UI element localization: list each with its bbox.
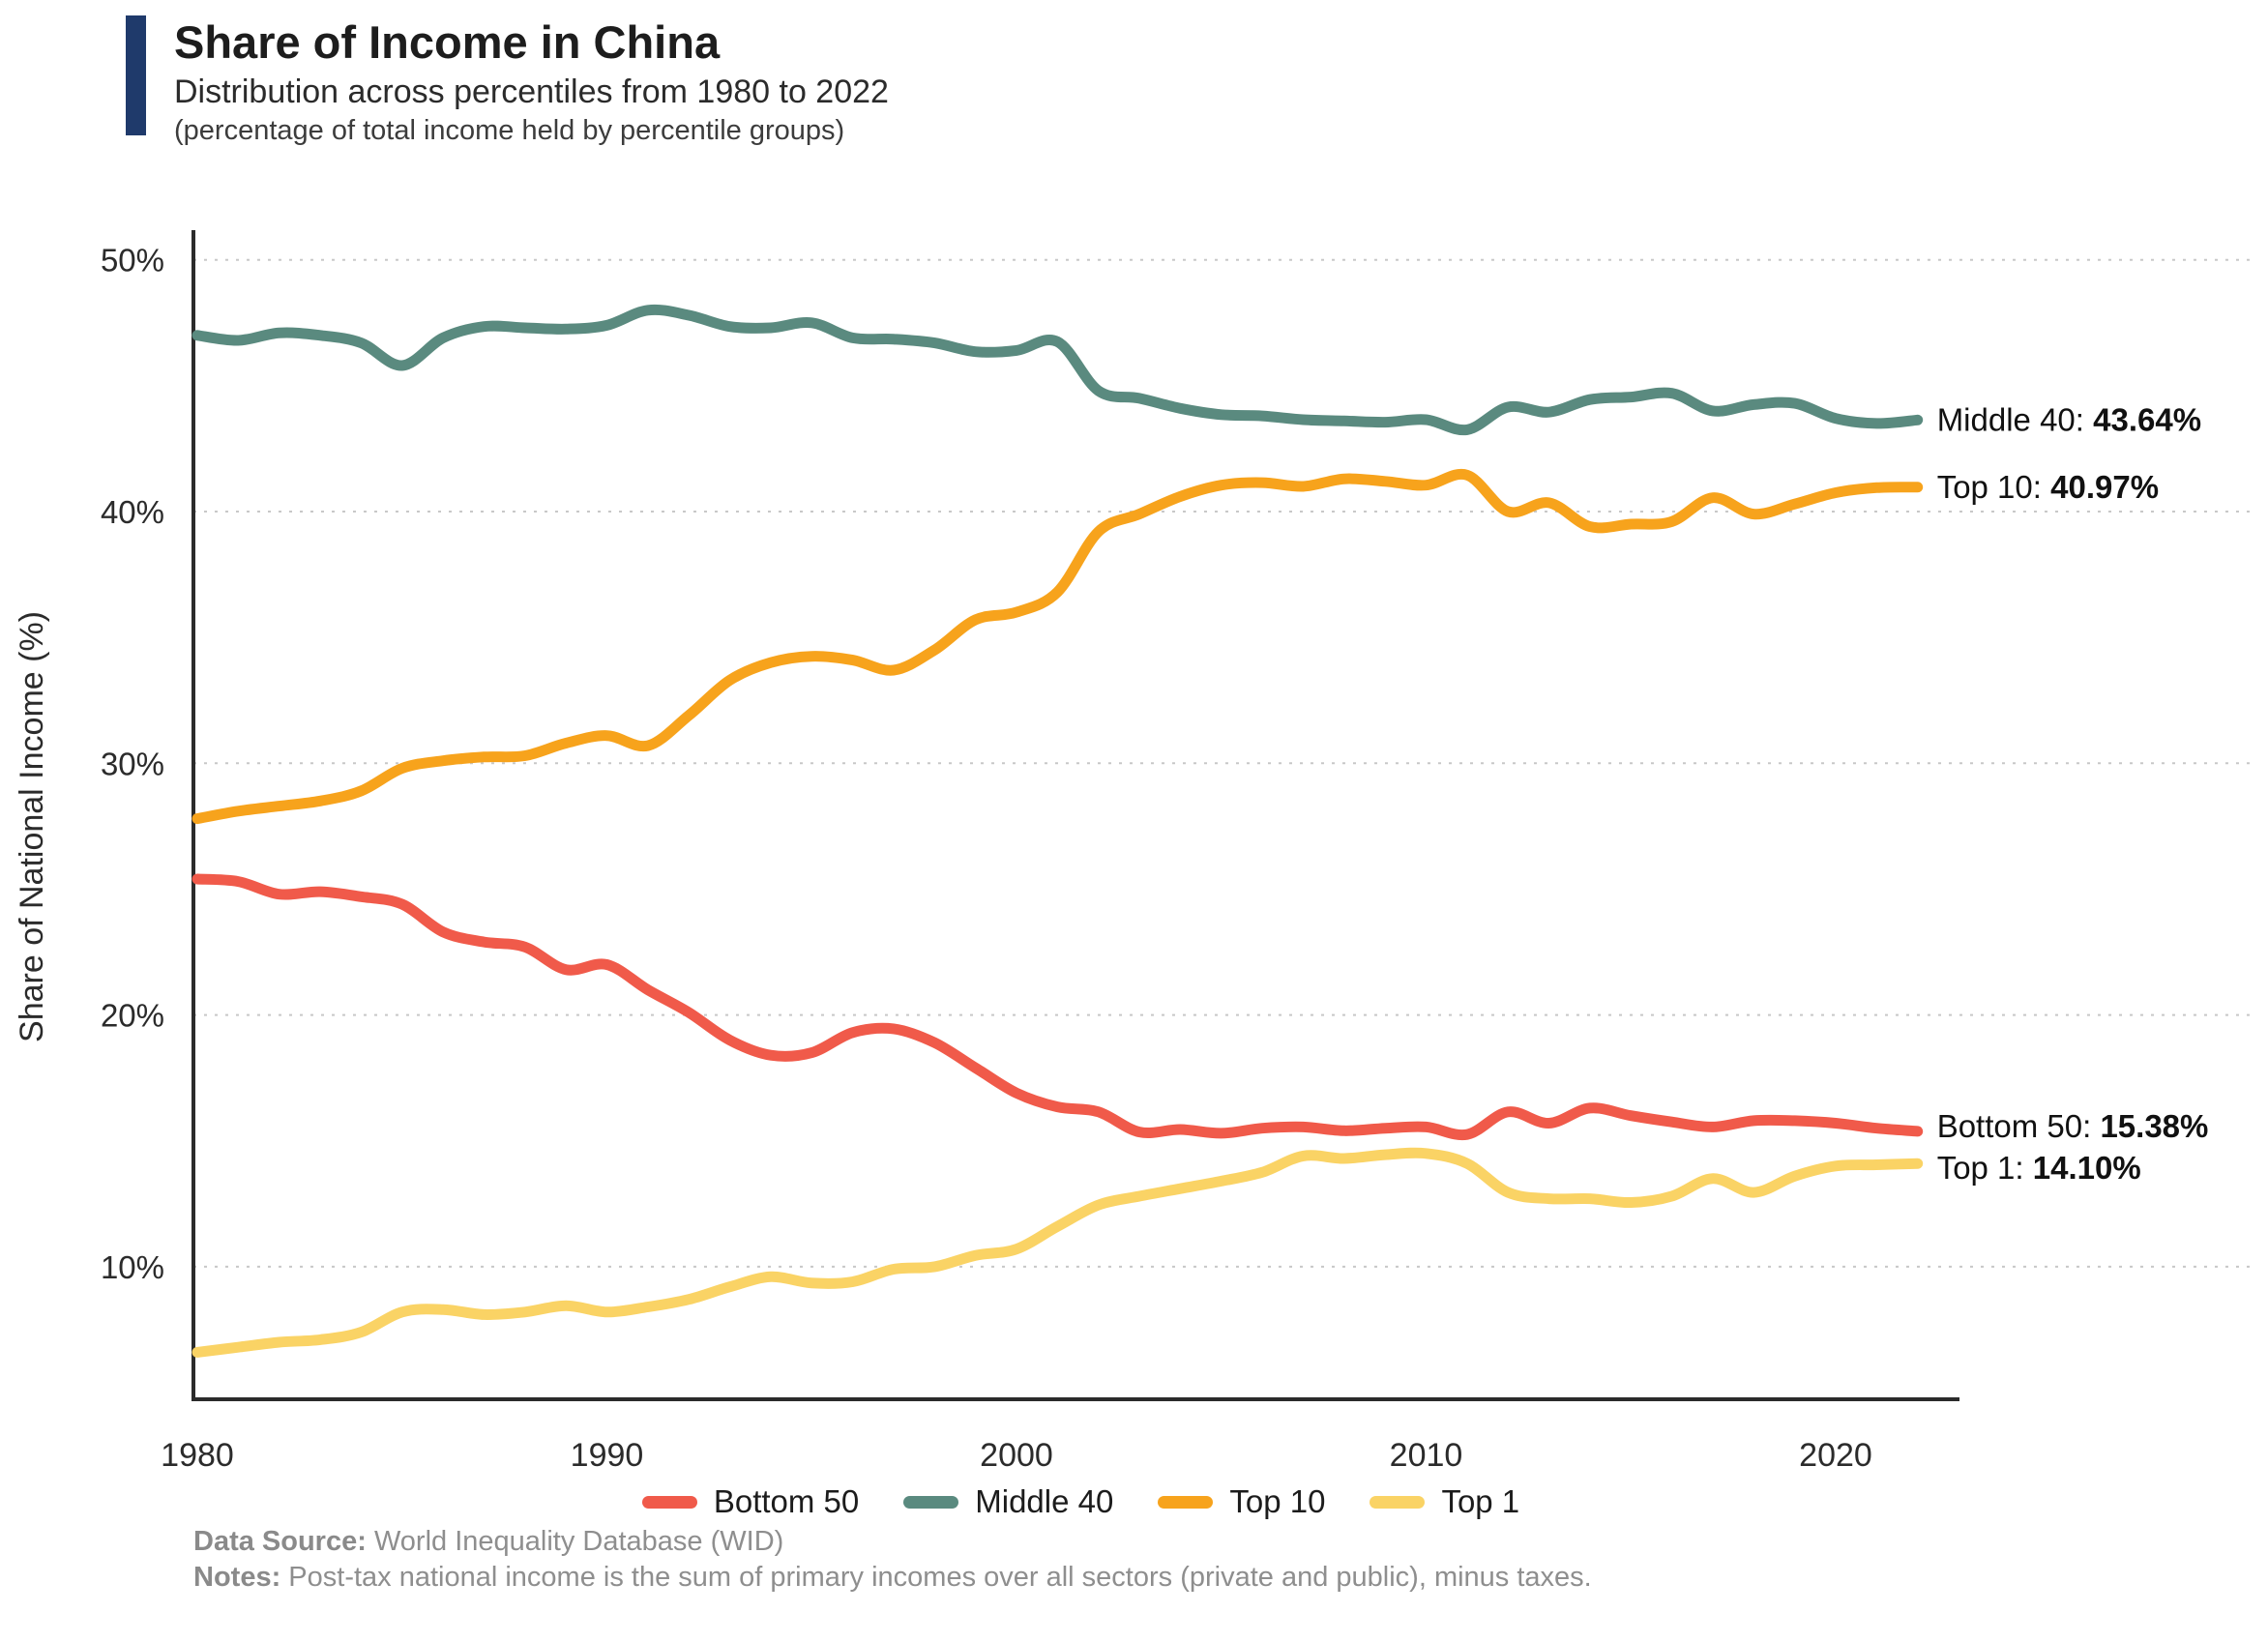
data-source-label: Data Source: (193, 1526, 367, 1557)
legend-item-middle-40: Middle 40 (903, 1483, 1113, 1520)
line-bottom-50 (191, 873, 1924, 1141)
chart-title: Share of Income in China (174, 16, 721, 68)
legend-item-top-10: Top 10 (1158, 1483, 1325, 1520)
x-tick-1980: 1980 (161, 1437, 234, 1474)
legend-swatch-top-1 (1370, 1495, 1426, 1509)
legend-swatch-top-10 (1158, 1495, 1214, 1509)
chart-footer: Data Source: World Inequality Database (… (193, 1524, 1592, 1596)
legend-label: Middle 40 (975, 1483, 1114, 1519)
chart-subtitle: Distribution across percentiles from 198… (174, 73, 889, 110)
x-tick-2020: 2020 (1799, 1437, 1872, 1474)
end-label-middle-40: Middle 40: 43.64% (1937, 401, 2201, 437)
x-tick-2000: 2000 (980, 1437, 1053, 1474)
y-tick-50%: 50% (101, 243, 164, 279)
legend-label: Top 10 (1229, 1483, 1326, 1519)
end-label-top-1: Top 1: 14.10% (1937, 1150, 2141, 1186)
legend-item-bottom-50: Bottom 50 (641, 1483, 860, 1520)
end-label-top-10: Top 10: 40.97% (1937, 469, 2159, 505)
data-source-text: World Inequality Database (WID) (366, 1526, 784, 1557)
title-accent-bar (126, 15, 146, 135)
data-source-line: Data Source: World Inequality Database (… (193, 1524, 1592, 1560)
chart-header: Share of Income in China Distribution ac… (126, 15, 889, 147)
legend-label: Bottom 50 (713, 1483, 860, 1519)
y-tick-10%: 10% (101, 1249, 164, 1285)
notes-label: Notes: (193, 1562, 281, 1593)
end-label-bottom-50: Bottom 50: 15.38% (1937, 1108, 2209, 1144)
legend-swatch-bottom-50 (641, 1495, 697, 1509)
x-tick-2010: 2010 (1390, 1437, 1463, 1474)
y-tick-40%: 40% (101, 494, 164, 530)
line-middle-40 (191, 304, 1924, 436)
y-tick-20%: 20% (101, 998, 164, 1034)
notes-line: Notes: Post-tax national income is the s… (193, 1560, 1592, 1596)
legend-item-top-1: Top 1 (1370, 1483, 1519, 1520)
x-tick-1990: 1990 (571, 1437, 644, 1474)
legend-swatch-middle-40 (903, 1495, 959, 1509)
line-top-1 (191, 1147, 1924, 1358)
y-tick-30%: 30% (101, 746, 164, 781)
notes-text: Post-tax national income is the sum of p… (280, 1562, 1592, 1593)
y-axis-title: Share of National Income (%) (14, 611, 50, 1042)
chart-subnote: (percentage of total income held by perc… (174, 115, 845, 146)
axes (191, 230, 1959, 1401)
legend-label: Top 1 (1441, 1483, 1520, 1519)
chart-legend: Bottom 50 Middle 40 Top 10 Top 1 (0, 1483, 2162, 1520)
line-top-10 (191, 468, 1924, 825)
